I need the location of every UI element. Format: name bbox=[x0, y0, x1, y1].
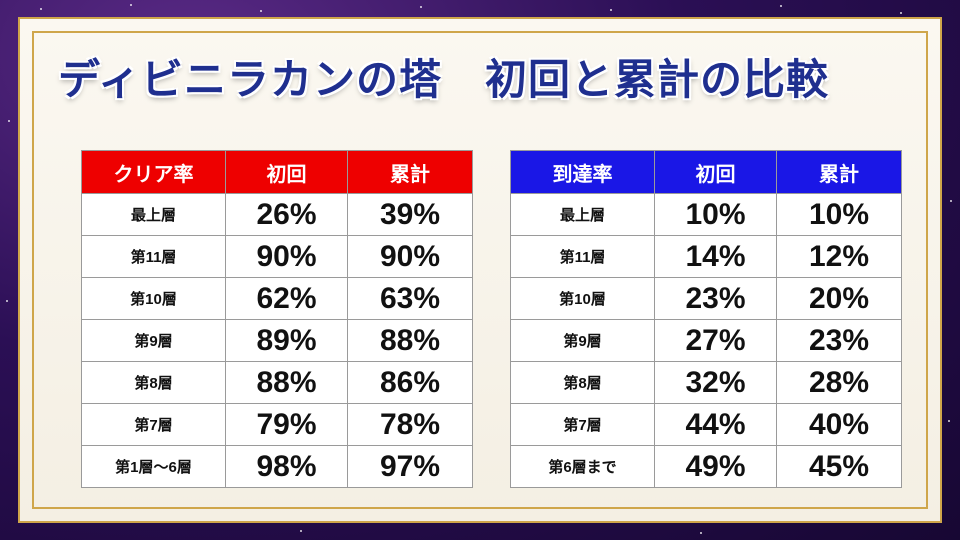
first-value: 88% bbox=[225, 361, 348, 404]
total-value: 12% bbox=[776, 235, 902, 278]
total-value: 97% bbox=[347, 445, 473, 488]
total-value: 20% bbox=[776, 277, 902, 320]
total-value: 90% bbox=[347, 235, 473, 278]
first-value: 26% bbox=[225, 193, 348, 236]
total-value: 86% bbox=[347, 361, 473, 404]
total-value: 40% bbox=[776, 403, 902, 446]
row-label: 第8層 bbox=[510, 361, 655, 404]
row-label: 第10層 bbox=[510, 277, 655, 320]
total-value: 63% bbox=[347, 277, 473, 320]
table-header-row: クリア率 初回 累計 bbox=[81, 150, 473, 194]
header-total: 累計 bbox=[776, 150, 902, 194]
header-first: 初回 bbox=[225, 150, 348, 194]
first-value: 49% bbox=[654, 445, 777, 488]
table-row: 第8層 32% 28% bbox=[510, 361, 902, 404]
first-value: 79% bbox=[225, 403, 348, 446]
reach-rate-table: 到達率 初回 累計 最上層 10% 10% 第11層 14% 12% 第10層 … bbox=[510, 150, 902, 488]
table-row: 第1層～6層 98% 97% bbox=[81, 445, 473, 488]
table-row: 第7層 44% 40% bbox=[510, 403, 902, 446]
table-row: 最上層 26% 39% bbox=[81, 193, 473, 236]
first-value: 10% bbox=[654, 193, 777, 236]
header-first: 初回 bbox=[654, 150, 777, 194]
table-row: 最上層 10% 10% bbox=[510, 193, 902, 236]
first-value: 27% bbox=[654, 319, 777, 362]
table-row: 第11層 90% 90% bbox=[81, 235, 473, 278]
total-value: 23% bbox=[776, 319, 902, 362]
row-label: 第9層 bbox=[510, 319, 655, 362]
row-label: 第7層 bbox=[81, 403, 226, 446]
first-value: 90% bbox=[225, 235, 348, 278]
total-value: 10% bbox=[776, 193, 902, 236]
table-row: 第6層まで 49% 45% bbox=[510, 445, 902, 488]
first-value: 62% bbox=[225, 277, 348, 320]
first-value: 14% bbox=[654, 235, 777, 278]
row-label: 最上層 bbox=[81, 193, 226, 236]
header-clear-rate: クリア率 bbox=[81, 150, 226, 194]
row-label: 第1層～6層 bbox=[81, 445, 226, 488]
total-value: 78% bbox=[347, 403, 473, 446]
row-label: 第9層 bbox=[81, 319, 226, 362]
table-row: 第10層 23% 20% bbox=[510, 277, 902, 320]
row-label: 第6層まで bbox=[510, 445, 655, 488]
total-value: 45% bbox=[776, 445, 902, 488]
clear-rate-table: クリア率 初回 累計 最上層 26% 39% 第11層 90% 90% 第10層… bbox=[81, 150, 473, 488]
page-title: ディビニラカンの塔 初回と累計の比較 bbox=[58, 55, 830, 104]
first-value: 98% bbox=[225, 445, 348, 488]
table-row: 第7層 79% 78% bbox=[81, 403, 473, 446]
first-value: 32% bbox=[654, 361, 777, 404]
header-reach-rate: 到達率 bbox=[510, 150, 655, 194]
first-value: 89% bbox=[225, 319, 348, 362]
table-row: 第9層 27% 23% bbox=[510, 319, 902, 362]
row-label: 第7層 bbox=[510, 403, 655, 446]
total-value: 28% bbox=[776, 361, 902, 404]
total-value: 39% bbox=[347, 193, 473, 236]
row-label: 第11層 bbox=[81, 235, 226, 278]
row-label: 第11層 bbox=[510, 235, 655, 278]
total-value: 88% bbox=[347, 319, 473, 362]
row-label: 最上層 bbox=[510, 193, 655, 236]
header-total: 累計 bbox=[347, 150, 473, 194]
row-label: 第8層 bbox=[81, 361, 226, 404]
row-label: 第10層 bbox=[81, 277, 226, 320]
first-value: 23% bbox=[654, 277, 777, 320]
first-value: 44% bbox=[654, 403, 777, 446]
table-row: 第8層 88% 86% bbox=[81, 361, 473, 404]
table-row: 第9層 89% 88% bbox=[81, 319, 473, 362]
table-row: 第11層 14% 12% bbox=[510, 235, 902, 278]
table-header-row: 到達率 初回 累計 bbox=[510, 150, 902, 194]
table-row: 第10層 62% 63% bbox=[81, 277, 473, 320]
